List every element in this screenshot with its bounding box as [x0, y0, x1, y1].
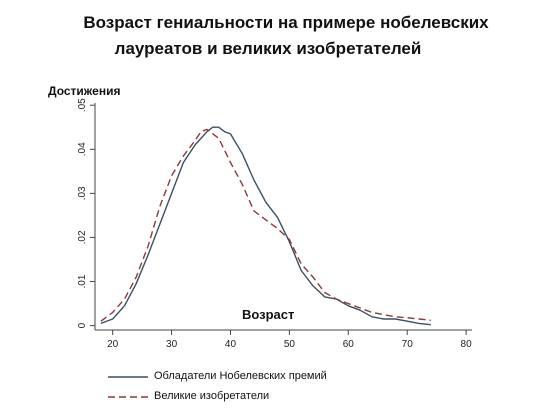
x-tick-label: 70: [402, 339, 414, 350]
x-tick-label: 60: [343, 339, 355, 350]
y-tick-label: .03: [77, 186, 88, 200]
chart-title-line-1: Возраст гениальности на примере нобелевс…: [83, 13, 489, 32]
y-tick-label: .02: [77, 230, 88, 244]
legend-label-inventors: Великие изобретатели: [154, 390, 270, 402]
series-line-inventors: [100, 128, 431, 322]
series-layer: [100, 126, 431, 326]
x-tick-label: 50: [284, 339, 296, 350]
y-tick-label: 0: [77, 322, 88, 328]
legend-swatch-solid: [108, 376, 148, 378]
y-tick-label: .05: [77, 98, 88, 112]
legend-label-nobel: Обладатели Нобелевских премий: [154, 370, 327, 382]
y-axis-label: Достижения: [48, 84, 121, 98]
x-tick-label: 80: [461, 339, 473, 350]
axes: 20 30 40 50 60 70 80 0 .01 .02 .03 .04 .05: [77, 98, 472, 350]
x-tick-label: 30: [166, 339, 178, 350]
x-axis-label: Возраст: [242, 307, 295, 322]
y-tick-label: .04: [77, 142, 88, 156]
x-tick-label: 40: [225, 339, 237, 350]
x-tick-label: 20: [107, 339, 119, 350]
series-line-nobel: [100, 126, 431, 326]
legend-swatch-dashed: [108, 396, 148, 398]
chart-title-line-2: лауреатов и великих изобретателей: [114, 39, 422, 58]
y-tick-label: .01: [77, 274, 88, 288]
